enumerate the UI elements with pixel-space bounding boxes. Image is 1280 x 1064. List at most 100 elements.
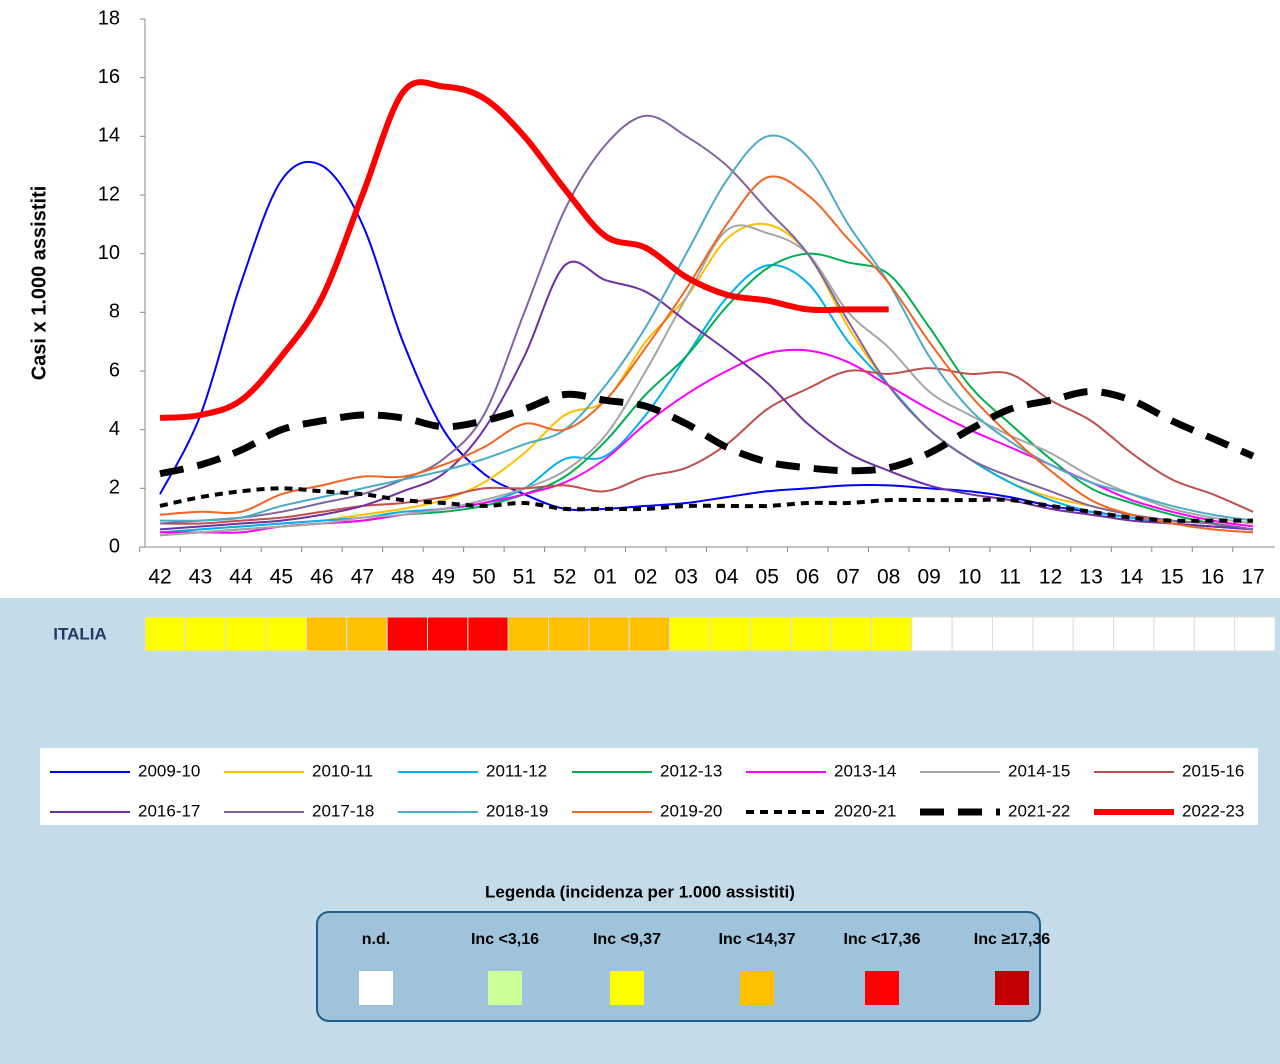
strip-cell bbox=[1113, 616, 1155, 652]
strip-cell bbox=[628, 616, 671, 652]
strip-cell bbox=[305, 616, 348, 652]
x-tick-label: 13 bbox=[1079, 566, 1102, 589]
x-tick-label: 47 bbox=[351, 566, 374, 589]
color-legend-swatch bbox=[610, 971, 644, 1005]
series-line bbox=[159, 486, 1253, 523]
x-tick-label: 45 bbox=[270, 566, 293, 589]
color-legend-label: Inc <17,36 bbox=[844, 931, 921, 948]
x-tick-label: 44 bbox=[229, 566, 253, 589]
strip-cell bbox=[346, 616, 388, 652]
strip-cell bbox=[467, 616, 509, 652]
strip-cell bbox=[951, 616, 994, 652]
series-line bbox=[159, 175, 1254, 534]
series-line bbox=[159, 388, 1255, 478]
legend-label: 2013-14 bbox=[834, 761, 896, 780]
strip-cell bbox=[548, 616, 590, 652]
strip-cell bbox=[911, 616, 953, 652]
strip-label: ITALIA bbox=[53, 624, 107, 643]
color-legend-label: Inc ≥17,36 bbox=[974, 931, 1050, 948]
x-tick-label: 08 bbox=[877, 566, 900, 589]
y-tick-label: 18 bbox=[98, 7, 120, 29]
color-legend-swatch bbox=[359, 971, 393, 1005]
x-tick-label: 43 bbox=[189, 566, 212, 589]
legend-label: 2018-19 bbox=[486, 801, 548, 820]
series-line bbox=[159, 260, 1254, 531]
series-line bbox=[159, 114, 1254, 531]
x-tick-label: 50 bbox=[472, 566, 495, 589]
legend-label: 2021-22 bbox=[1008, 801, 1070, 820]
series-line bbox=[159, 367, 1254, 525]
y-tick-label: 14 bbox=[98, 125, 120, 147]
color-legend-swatch bbox=[865, 971, 899, 1005]
legend-label: 2010-11 bbox=[312, 761, 373, 780]
y-tick-label: 6 bbox=[109, 359, 120, 381]
x-tick-label: 17 bbox=[1241, 566, 1264, 589]
x-tick-label: 10 bbox=[958, 566, 981, 589]
series-line bbox=[159, 222, 1254, 534]
strip-cell bbox=[1193, 616, 1236, 652]
strip-cell bbox=[709, 616, 751, 652]
strip-cell bbox=[265, 616, 307, 652]
legend-label: 2022-23 bbox=[1182, 801, 1244, 820]
x-tick-label: 48 bbox=[391, 566, 414, 589]
y-tick-label: 2 bbox=[109, 477, 120, 499]
y-tick-label: 4 bbox=[109, 418, 120, 440]
x-tick-label: 52 bbox=[553, 566, 576, 589]
strip-cell bbox=[225, 616, 267, 652]
strip-cell bbox=[669, 616, 711, 652]
x-tick-label: 07 bbox=[837, 566, 860, 589]
color-legend-label: Inc <14,37 bbox=[719, 931, 796, 948]
color-legend-title: Legenda (incidenza per 1.000 assistiti) bbox=[485, 882, 795, 901]
legend-label: 2020-21 bbox=[834, 801, 896, 820]
legend-label: 2011-12 bbox=[486, 761, 547, 780]
x-tick-label: 16 bbox=[1201, 566, 1224, 589]
color-legend-swatch bbox=[488, 971, 522, 1005]
legend-label: 2015-16 bbox=[1182, 761, 1244, 780]
x-tick-label: 11 bbox=[999, 566, 1021, 589]
x-tick-label: 03 bbox=[675, 566, 698, 589]
series-line bbox=[159, 224, 1254, 537]
strip-cell bbox=[870, 616, 913, 652]
legend-box bbox=[40, 748, 1258, 825]
strip-cell bbox=[1072, 616, 1115, 652]
x-tick-label: 04 bbox=[715, 566, 739, 589]
x-tick-label: 14 bbox=[1120, 566, 1144, 589]
strip-cell bbox=[507, 616, 550, 652]
x-tick-label: 01 bbox=[594, 566, 617, 589]
strip-cell bbox=[427, 616, 469, 652]
color-legend-label: Inc <9,37 bbox=[593, 931, 661, 948]
color-legend-label: n.d. bbox=[362, 931, 390, 948]
strip-cell bbox=[992, 616, 1034, 652]
legend-label: 2012-13 bbox=[660, 761, 722, 780]
x-tick-label: 15 bbox=[1160, 566, 1183, 589]
x-tick-label: 02 bbox=[634, 566, 657, 589]
x-tick-label: 51 bbox=[513, 566, 536, 589]
strip-cell bbox=[1234, 616, 1276, 652]
y-axis-label: Casi x 1.000 assistiti bbox=[28, 186, 50, 381]
x-tick-label: 12 bbox=[1039, 566, 1062, 589]
series-line bbox=[159, 263, 1254, 534]
x-tick-label: 06 bbox=[796, 566, 819, 589]
y-tick-label: 16 bbox=[98, 66, 120, 88]
legend-label: 2017-18 bbox=[312, 801, 374, 820]
x-tick-label: 42 bbox=[148, 566, 171, 589]
color-legend-label: Inc <3,16 bbox=[471, 931, 539, 948]
legend-label: 2009-10 bbox=[138, 761, 200, 780]
strip-cell bbox=[144, 616, 186, 652]
y-tick-label: 8 bbox=[109, 301, 120, 323]
x-tick-label: 09 bbox=[917, 566, 940, 589]
y-tick-label: 12 bbox=[98, 183, 120, 205]
color-legend-swatch bbox=[995, 971, 1029, 1005]
series-line bbox=[159, 134, 1254, 522]
x-tick-label: 49 bbox=[432, 566, 455, 589]
x-tick-label: 05 bbox=[756, 566, 779, 589]
strip-cell bbox=[184, 616, 227, 652]
strip-cell bbox=[830, 616, 872, 652]
x-tick-label: 46 bbox=[310, 566, 333, 589]
y-tick-label: 0 bbox=[109, 535, 120, 557]
series-line bbox=[159, 79, 889, 421]
color-legend-box bbox=[316, 911, 1041, 1022]
legend-label: 2016-17 bbox=[138, 801, 200, 820]
strip-cell bbox=[749, 616, 792, 652]
